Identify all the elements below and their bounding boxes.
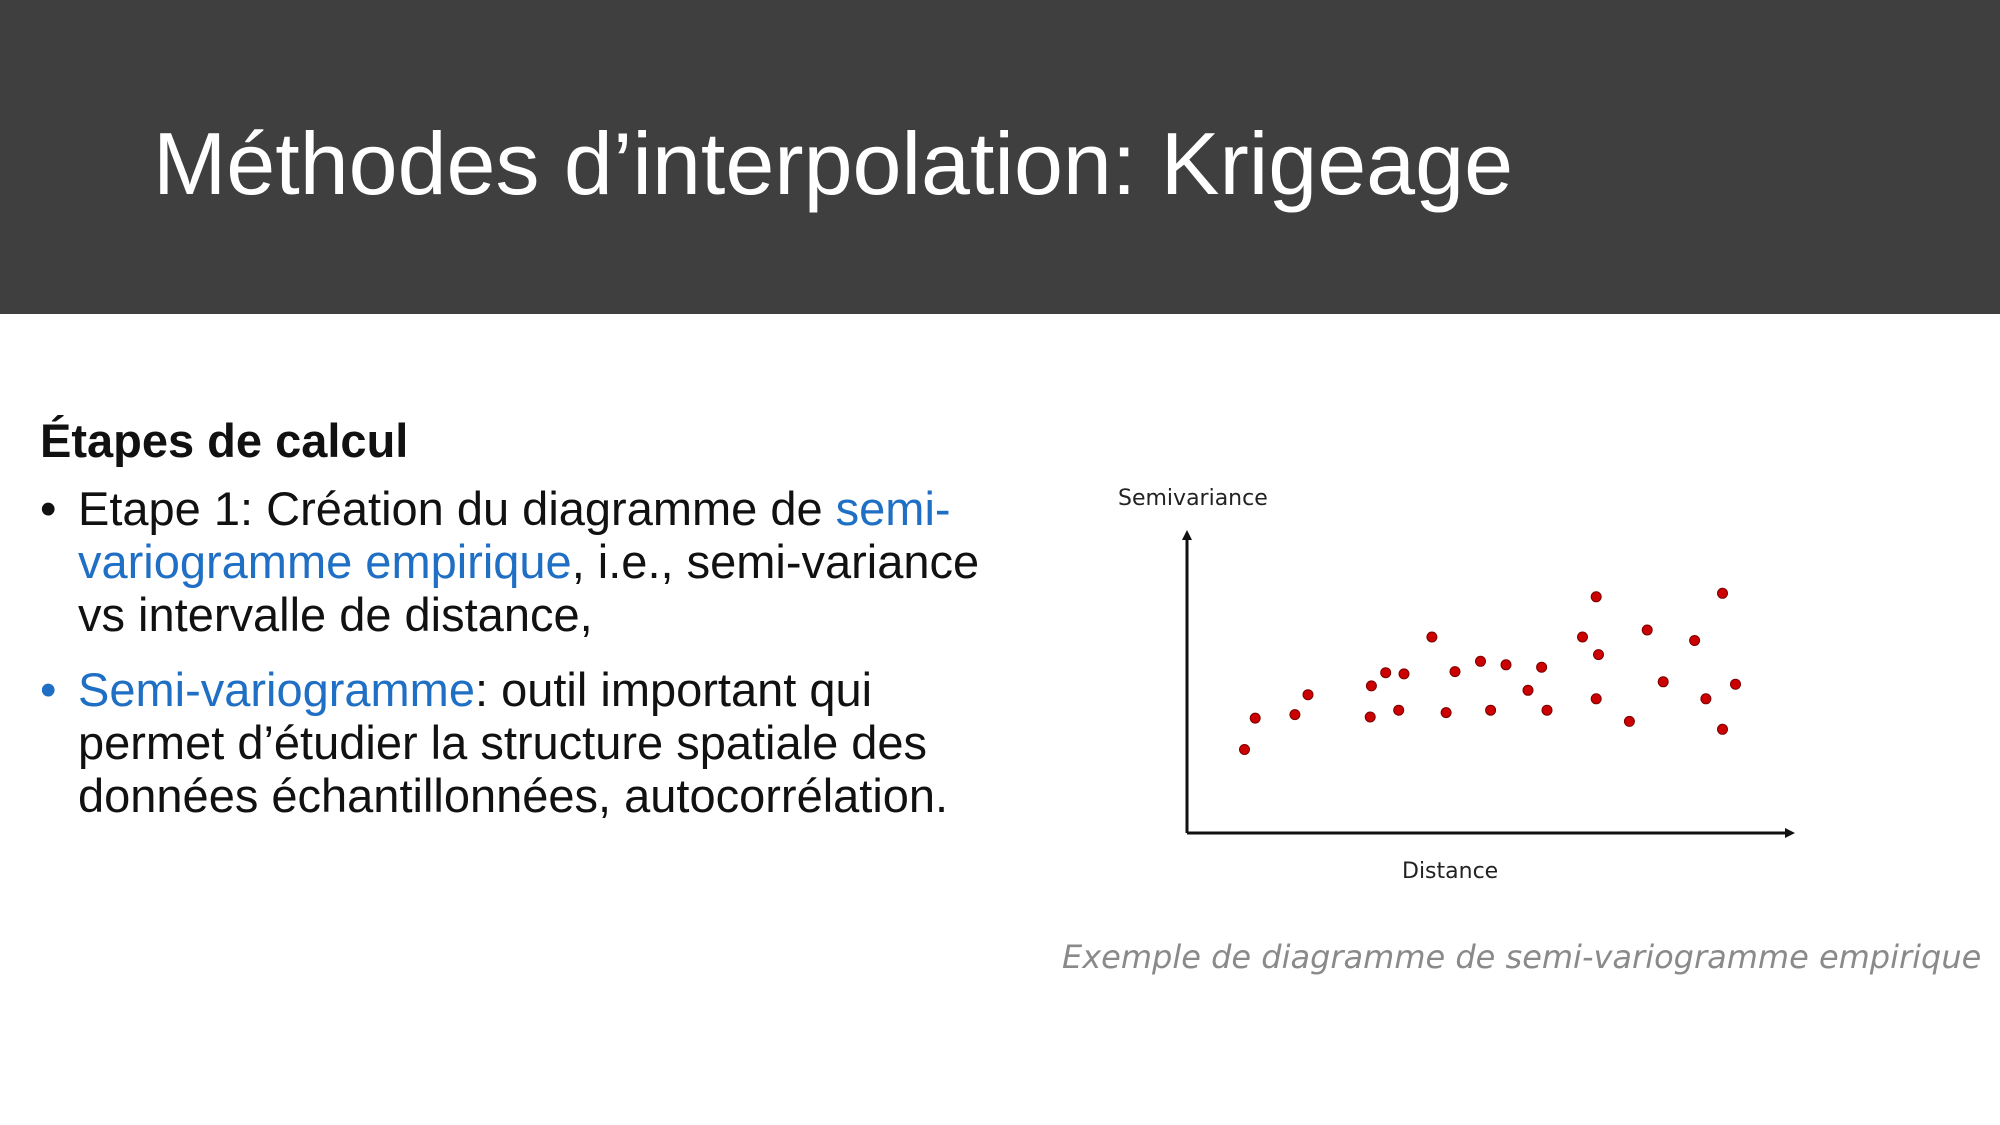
text-content: Étapes de calcul • Etape 1: Création du d… <box>40 410 1020 844</box>
data-point <box>1590 693 1602 705</box>
data-point <box>1426 631 1438 643</box>
data-point <box>1536 661 1548 673</box>
data-point <box>1700 693 1712 705</box>
bullet-text: Semi-variogramme <box>78 663 475 716</box>
data-point <box>1365 680 1377 692</box>
title-bar: Méthodes d’interpolation: Krigeage <box>0 0 2000 314</box>
data-point <box>1541 704 1553 716</box>
x-axis-label: Distance <box>1402 859 1498 884</box>
chart-svg: Semivariance Distance <box>1118 486 1795 884</box>
bullet-text: semi-variogramme empirique <box>78 482 951 588</box>
section-heading: Étapes de calcul <box>40 414 409 467</box>
data-point <box>1623 715 1635 727</box>
bullet-marker: • <box>40 663 57 716</box>
y-axis-label: Semivariance <box>1118 486 1268 511</box>
data-point <box>1380 667 1392 679</box>
bullet-text: : outil important qui permet d’étudier l… <box>78 663 949 822</box>
bullet-item: • Etape 1: Création du diagramme de semi-… <box>40 482 1020 641</box>
slide-title: Méthodes d’interpolation: Krigeage <box>153 114 1514 213</box>
data-point <box>1440 707 1452 719</box>
data-point <box>1689 635 1701 646</box>
bullet-item: • Semi-variogramme: outil important qui p… <box>40 663 1020 822</box>
data-point <box>1657 676 1669 688</box>
data-point <box>1590 591 1602 603</box>
data-point <box>1249 712 1261 724</box>
data-point <box>1449 666 1461 678</box>
bullet-list: • Etape 1: Création du diagramme de semi-… <box>40 482 1020 822</box>
semivariogram-chart: Semivariance Distance <box>1080 470 1820 900</box>
data-point <box>1475 655 1486 667</box>
data-point <box>1393 704 1405 716</box>
data-point <box>1239 744 1250 755</box>
bullet-marker: • <box>40 482 57 535</box>
data-point <box>1717 723 1728 735</box>
data-point <box>1577 631 1588 643</box>
data-point <box>1302 689 1314 701</box>
data-point <box>1522 684 1534 696</box>
bullet-text: Etape 1: Création du diagramme de <box>78 482 836 535</box>
data-point <box>1641 624 1653 636</box>
data-points <box>1239 587 1741 755</box>
data-point <box>1398 668 1410 680</box>
bullet-text: , i.e., semi-variance vs intervalle de d… <box>78 535 980 641</box>
data-point <box>1717 587 1728 599</box>
data-point <box>1730 678 1741 690</box>
data-point <box>1289 709 1301 721</box>
figure-caption: Exemple de diagramme de semi-variogramme… <box>1062 938 1982 976</box>
data-point <box>1364 711 1376 723</box>
data-point <box>1593 649 1604 661</box>
data-point <box>1500 659 1512 671</box>
data-point <box>1485 704 1497 716</box>
